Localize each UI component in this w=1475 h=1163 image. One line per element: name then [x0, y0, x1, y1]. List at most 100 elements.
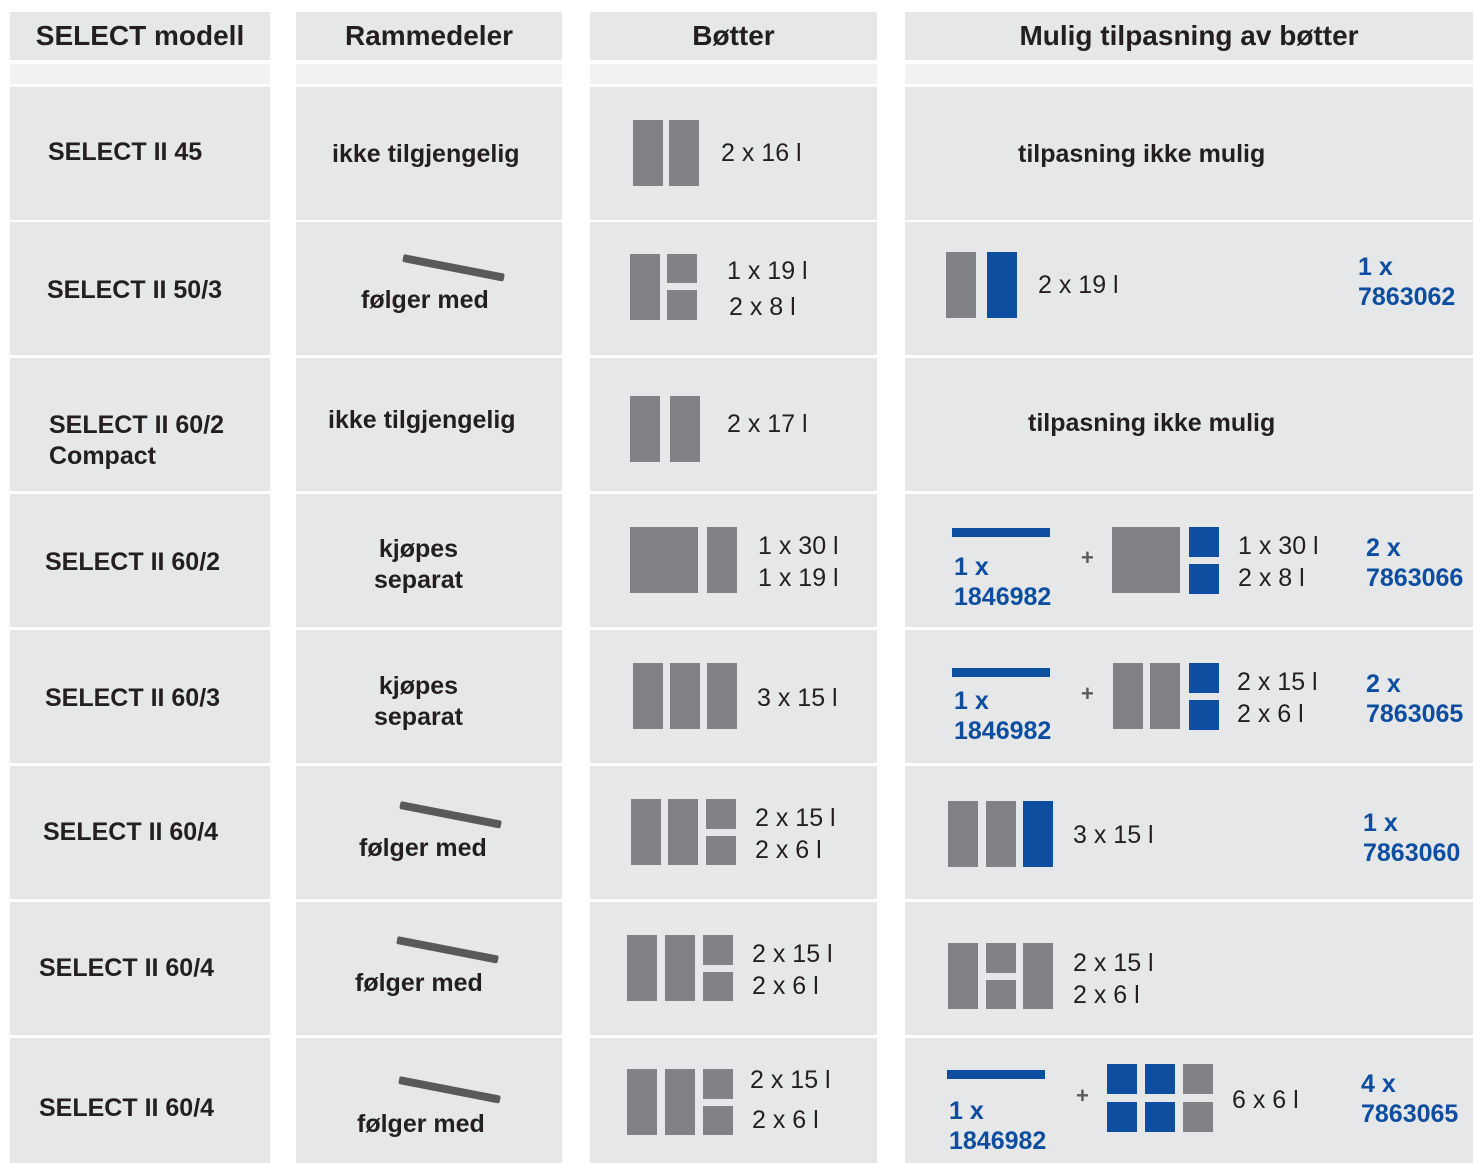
bucket-spec: 2 x 15 l [752, 940, 833, 968]
adapt-spec: 2 x 15 l [1237, 668, 1318, 696]
blue-bucket-icon [1023, 801, 1053, 867]
grey-bucket-icon [667, 290, 697, 320]
model-name: SELECT II 60/2 Compact [49, 411, 225, 470]
cell-adapt [905, 358, 1473, 491]
grey-bucket-icon [633, 663, 663, 729]
frame-status: følger med [359, 834, 487, 862]
grey-bucket-icon [948, 801, 978, 867]
bucket-spec: 1 x 19 l [727, 257, 808, 285]
cell-model [10, 766, 270, 899]
grey-bucket-icon [667, 254, 697, 283]
frame-status: ikke tilgjengelig [332, 140, 520, 168]
cell-adapt [905, 630, 1473, 763]
cell-model [10, 902, 270, 1035]
model-name: SELECT II 60/2 [45, 548, 221, 576]
spacer [905, 64, 1473, 84]
bucket-spec: 2 x 8 l [729, 293, 796, 321]
bucket-spec: 1 x 30 l [758, 532, 839, 560]
frame-status: følger med [357, 1110, 485, 1138]
grey-bucket-icon [627, 935, 657, 1001]
grey-bucket-icon [706, 836, 736, 865]
grey-bucket-icon [669, 120, 699, 186]
grey-bucket-icon [703, 1069, 733, 1099]
cell-model [10, 358, 270, 491]
header-adapt-label: Mulig tilpasning av bøtter [1019, 20, 1359, 51]
bucket-spec: 2 x 6 l [755, 836, 822, 864]
cell-frame [296, 766, 562, 899]
bucket-spec: 2 x 6 l [752, 1106, 819, 1134]
adapt-spec: 2 x 19 l [1038, 271, 1119, 299]
model-name: SELECT II 60/4 [43, 818, 219, 846]
cell-model [10, 1038, 270, 1163]
adapt-spec: 2 x 15 l [1073, 949, 1154, 977]
grey-bucket-icon [706, 799, 736, 829]
adapt-spec: 2 x 6 l [1073, 981, 1140, 1009]
order-number: 1 x 7863060 [1363, 809, 1461, 867]
adapt-spec: 3 x 15 l [1073, 821, 1154, 849]
frame-rail-icon [952, 668, 1050, 677]
adapt-spec: 2 x 8 l [1238, 564, 1305, 592]
grey-bucket-icon [630, 396, 660, 462]
header-model-label: SELECT modell [35, 20, 245, 51]
blue-bucket-icon [1189, 663, 1219, 693]
bucket-spec: 2 x 17 l [727, 410, 808, 438]
frame-status: kjøpes separat [374, 535, 463, 594]
cell-frame [296, 358, 562, 491]
grey-bucket-icon [703, 972, 733, 1001]
adapt-spec: 1 x 30 l [1238, 532, 1319, 560]
frame-rail-icon [947, 1070, 1045, 1079]
blue-bucket-icon [987, 252, 1017, 318]
header-buckets: Bøtter [590, 12, 877, 60]
grey-bucket-icon [703, 935, 733, 965]
grey-bucket-icon [633, 120, 663, 186]
frame-status: følger med [355, 969, 483, 997]
grey-bucket-icon [665, 1069, 695, 1135]
rail-order-number: 1 x 1846982 [949, 1097, 1047, 1155]
cell-adapt [905, 87, 1473, 220]
cell-frame [296, 494, 562, 627]
order-number: 4 x 7863065 [1361, 1070, 1459, 1128]
adapt-spec: 6 x 6 l [1232, 1086, 1299, 1114]
blue-bucket-icon [1189, 564, 1219, 594]
adapt-spec: 2 x 6 l [1237, 700, 1304, 728]
grey-bucket-icon [627, 1069, 657, 1135]
blue-bucket-icon [1107, 1102, 1137, 1132]
grey-bucket-icon [1112, 527, 1180, 593]
cell-model [10, 222, 270, 355]
grey-bucket-icon [707, 527, 737, 593]
cell-frame [296, 87, 562, 220]
blue-bucket-icon [1189, 527, 1219, 557]
header-frame: Rammedeler [296, 12, 562, 60]
grey-bucket-icon [1183, 1102, 1213, 1132]
cell-frame [296, 222, 562, 355]
grey-bucket-icon [1023, 943, 1053, 1009]
bucket-spec: 2 x 6 l [752, 972, 819, 1000]
order-number: 1 x 7863062 [1358, 253, 1456, 311]
adapt-status: tilpasning ikke mulig [1028, 409, 1276, 437]
grey-bucket-icon [630, 527, 698, 593]
grey-bucket-icon [665, 935, 695, 1001]
grey-bucket-icon [668, 799, 698, 865]
bucket-spec: 2 x 16 l [721, 139, 802, 167]
cell-model [10, 494, 270, 627]
cell-model [10, 87, 270, 220]
frame-status: følger med [361, 286, 489, 314]
grey-bucket-icon [670, 663, 700, 729]
grey-bucket-icon [986, 943, 1016, 973]
bucket-spec: 2 x 15 l [755, 804, 836, 832]
cell-frame [296, 630, 562, 763]
grey-bucket-icon [986, 980, 1016, 1009]
header-model: SELECT modell [10, 12, 270, 60]
blue-bucket-icon [1145, 1102, 1175, 1132]
cell-adapt [905, 1038, 1473, 1163]
bucket-spec: 1 x 19 l [758, 564, 839, 592]
adapt-status: tilpasning ikke mulig [1018, 140, 1266, 168]
blue-bucket-icon [1189, 700, 1219, 730]
rail-order-number: 1 x 1846982 [954, 553, 1052, 611]
grey-bucket-icon [1113, 663, 1143, 729]
bucket-spec: 3 x 15 l [757, 684, 838, 712]
order-number: 2 x 7863066 [1366, 534, 1464, 592]
spacer [10, 64, 270, 84]
model-name: SELECT II 45 [48, 138, 203, 166]
grey-bucket-icon [707, 663, 737, 729]
